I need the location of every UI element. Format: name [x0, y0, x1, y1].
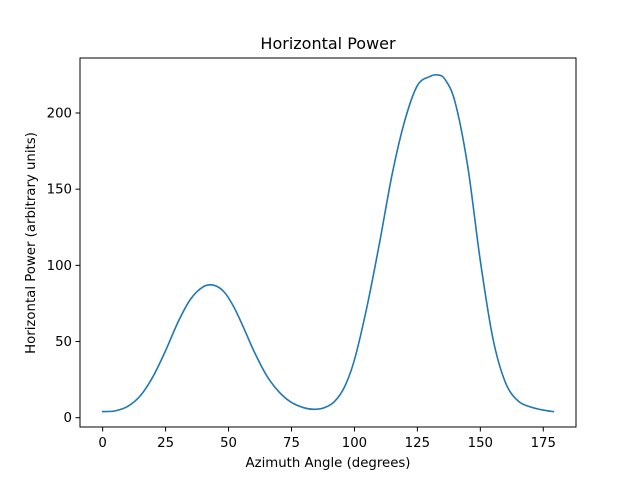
y-tick-label: 100 [47, 259, 72, 274]
x-tick-label: 50 [220, 436, 237, 451]
series-line-0 [101, 73, 555, 413]
y-tick-label: 150 [47, 183, 72, 198]
x-tick-label: 125 [405, 436, 430, 451]
x-tick-label: 75 [283, 436, 300, 451]
x-tick-label: 100 [342, 436, 367, 451]
x-axis-label: Azimuth Angle (degrees) [246, 456, 411, 471]
x-tick-label: 175 [531, 436, 556, 451]
y-tick-label: 0 [64, 411, 72, 426]
x-tick-label: 25 [157, 436, 174, 451]
x-tick-label: 150 [468, 436, 493, 451]
y-axis: 0 50 100 150 200 [47, 106, 80, 426]
axes-frame [79, 57, 577, 428]
x-axis: 0 25 50 75 100 125 150 175 [98, 427, 556, 451]
chart-title: Horizontal Power [260, 34, 396, 53]
y-tick-label: 50 [55, 335, 72, 350]
x-tick-label: 0 [98, 436, 106, 451]
plot-area [101, 73, 555, 413]
y-axis-label: Horizontal Power (arbitrary units) [24, 132, 39, 354]
y-tick-label: 200 [47, 106, 72, 121]
